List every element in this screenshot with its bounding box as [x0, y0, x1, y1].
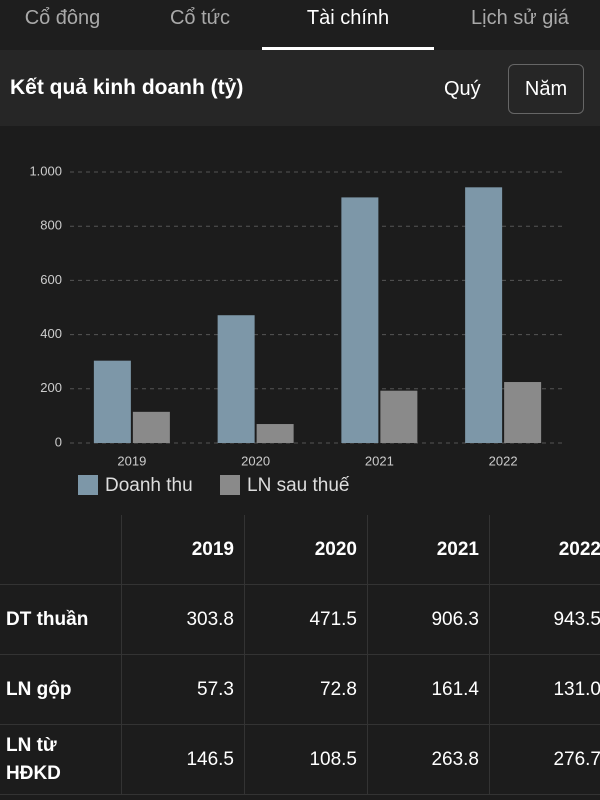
bar: [504, 382, 542, 443]
column-header: 2021: [368, 515, 490, 585]
x-tick-label: 2019: [117, 453, 146, 468]
y-tick-label: 600: [40, 272, 62, 287]
bar: [132, 411, 170, 443]
y-tick-label: 0: [55, 434, 62, 449]
column-header: 2022: [490, 515, 600, 585]
bar: [341, 197, 379, 443]
bar: [465, 187, 503, 443]
header-cell: [0, 515, 122, 585]
table-cell: 161.4: [368, 655, 490, 725]
y-tick-label: 400: [40, 326, 62, 341]
tab[interactable]: Tài chính: [262, 0, 434, 50]
x-tick-label: 2020: [241, 453, 270, 468]
legend-label: Doanh thu: [105, 475, 193, 496]
table-cell: 943.5: [490, 585, 600, 655]
bar: [256, 424, 294, 443]
row-label: DT thuần: [0, 585, 122, 655]
table-cell: 263.8: [368, 725, 490, 795]
column-header: 2019: [122, 515, 245, 585]
bar: [217, 315, 255, 443]
section-header: Kết quả kinh doanh (tỷ) Quý Năm: [0, 50, 600, 126]
table-cell: 57.3: [122, 655, 245, 725]
row-label: LN từ HĐKD: [0, 725, 122, 795]
legend-swatch: [78, 475, 98, 495]
tab[interactable]: Cổ tức: [169, 7, 231, 29]
tab-bar: Cổ đông Cổ tức Tài chính Lịch sử giá: [0, 0, 600, 50]
period-option[interactable]: Quý: [444, 78, 481, 100]
y-tick-label: 200: [40, 380, 62, 395]
table-cell: 303.8: [122, 585, 245, 655]
data-table: 2019 2020 2021 2022 DT thuần 303.8 471.5 906.3 9…: [0, 515, 600, 800]
table-cell: 108.5: [245, 725, 368, 795]
tab[interactable]: Cổ đông: [24, 7, 101, 29]
column-header: 2020: [245, 515, 368, 585]
x-tick-label: 2022: [489, 453, 518, 468]
table-cell: 131.0: [490, 655, 600, 725]
table-cell: 471.5: [245, 585, 368, 655]
tab[interactable]: Lịch sử giá: [471, 7, 569, 29]
table-cell: 906.3: [368, 585, 490, 655]
legend-swatch: [220, 475, 240, 495]
row-label: LN gộp: [0, 655, 122, 725]
x-tick-label: 2021: [365, 453, 394, 468]
y-tick-label: 800: [40, 218, 62, 233]
bar: [380, 390, 418, 443]
legend-label: LN sau thuế: [247, 475, 350, 496]
period-option[interactable]: Năm: [508, 64, 584, 114]
chart: 0 200 400 600 800 1.000 2019 2020 2021 2022 Doanh …: [29, 163, 565, 496]
table-cell: 72.8: [245, 655, 368, 725]
y-tick-label: 1.000: [29, 163, 62, 178]
bar: [93, 360, 131, 443]
table-cell: 276.7: [490, 725, 600, 795]
section-title: Kết quả kinh doanh (tỷ): [10, 76, 244, 99]
table-cell: 146.5: [122, 725, 245, 795]
